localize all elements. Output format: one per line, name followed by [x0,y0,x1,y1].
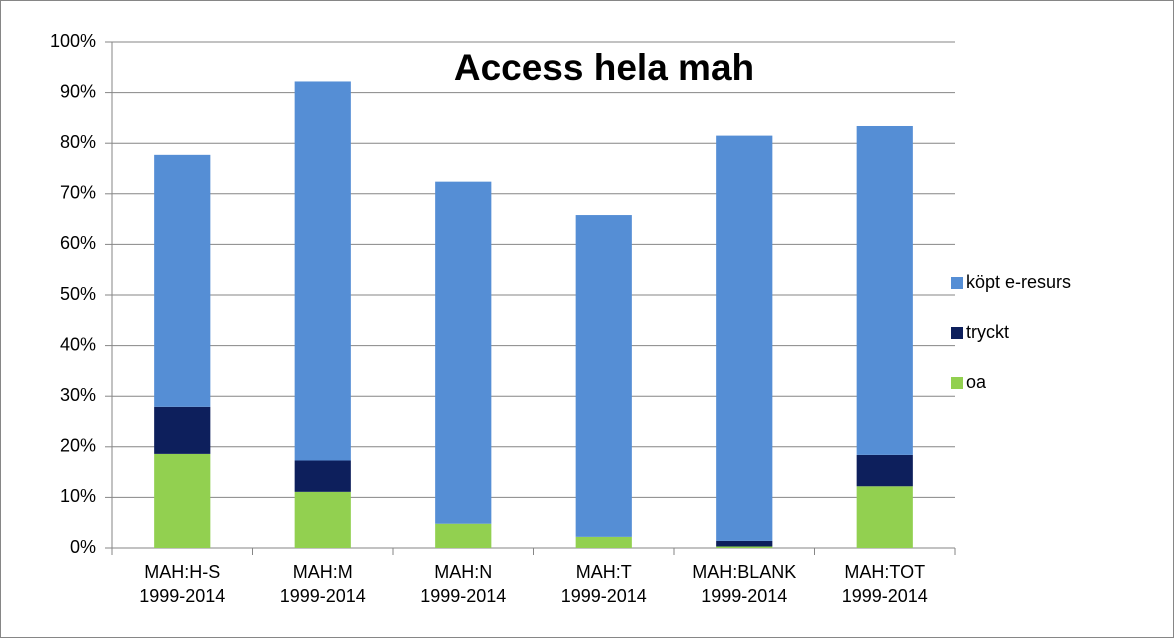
bar-segment [294,460,351,492]
x-tick-label: MAH:TOT 1999-2014 [841,562,928,606]
bar-segment [154,154,211,407]
y-tick-label: 90% [60,81,96,101]
bar-segment [294,491,351,548]
legend-label: köpt e-resurs [966,272,1071,292]
y-tick-label: 70% [60,183,96,203]
y-tick-label: 60% [60,233,96,253]
bar-segment [856,125,913,455]
legend-swatch [951,327,963,339]
bar-segment [856,454,913,487]
x-tick-label: MAH:H-S 1999-2014 [139,562,226,606]
y-tick-label: 50% [60,284,96,304]
y-tick-label: 80% [60,132,96,152]
bar-segment [716,546,773,548]
y-tick-label: 0% [70,537,96,557]
x-tick-label: MAH:BLANK 1999-2014 [692,562,797,606]
y-tick-label: 30% [60,385,96,405]
bar-segment [154,453,211,548]
bar-segment [154,406,211,454]
legend-swatch [951,277,963,289]
legend-swatch [951,377,963,389]
bar-segment [716,135,773,541]
y-tick-label: 20% [60,436,96,456]
x-tick-label: MAH:T 1999-2014 [560,562,647,606]
bar-segment [294,81,351,461]
legend-label: tryckt [966,322,1009,342]
bar-segment [575,215,632,537]
x-tick-label: MAH:N 1999-2014 [420,562,507,606]
y-tick-label: 10% [60,486,96,506]
y-tick-label: 100% [50,31,96,51]
bar-segment [435,523,492,548]
bar-segment [575,536,632,548]
bar-segment [716,540,773,547]
bar-segment [856,486,913,548]
bar-segment [435,181,492,524]
x-tick-label: MAH:M 1999-2014 [279,562,366,606]
legend-label: oa [966,372,987,392]
y-tick-label: 40% [60,334,96,354]
chart-title: Access hela mah [454,47,754,88]
